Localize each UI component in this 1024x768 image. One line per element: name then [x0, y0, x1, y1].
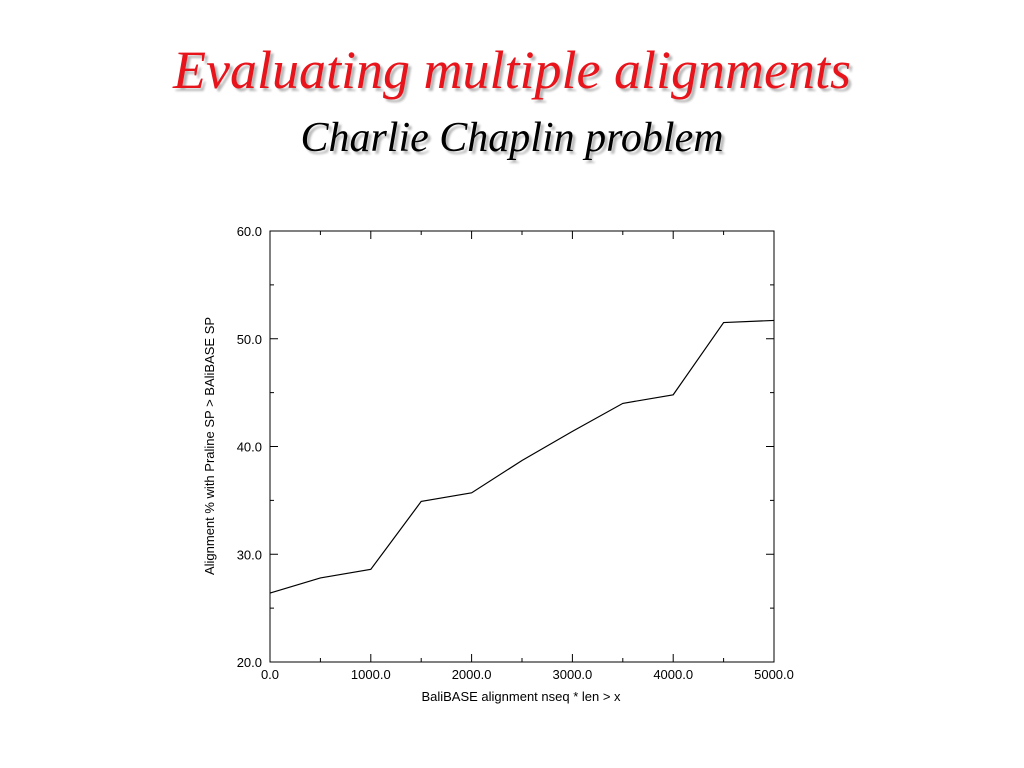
series-layer — [269, 319, 775, 594]
x-tick-label: 0.0 — [261, 667, 279, 682]
y-axis-ticks: 20.0 30.0 40.0 50.0 60.0 — [237, 224, 774, 670]
y-tick-label: 60.0 — [237, 224, 262, 239]
y-axis-label: Alignment % with Praline SP > BAliBASE S… — [202, 317, 217, 575]
slide-subtitle: Charlie Chaplin problem — [300, 115, 724, 161]
x-tick-label: 2000.0 — [452, 667, 492, 682]
y-tick-label: 50.0 — [237, 332, 262, 347]
x-tick-label: 4000.0 — [653, 667, 693, 682]
x-tick-label: 1000.0 — [351, 667, 391, 682]
y-tick-label: 20.0 — [237, 655, 262, 670]
x-axis-ticks: 0.0 1000.0 2000.0 3000.0 4000.0 5000.0 — [261, 231, 794, 682]
plot-frame — [269, 230, 775, 663]
x-axis-label: BaliBASE alignment nseq * len > x — [421, 689, 621, 704]
series-line — [269, 319, 775, 594]
slide-title: Evaluating multiple alignments — [173, 40, 851, 100]
y-tick-label: 30.0 — [237, 547, 262, 562]
x-tick-label: 3000.0 — [553, 667, 593, 682]
x-tick-label: 5000.0 — [754, 667, 794, 682]
y-tick-label: 40.0 — [237, 440, 262, 455]
